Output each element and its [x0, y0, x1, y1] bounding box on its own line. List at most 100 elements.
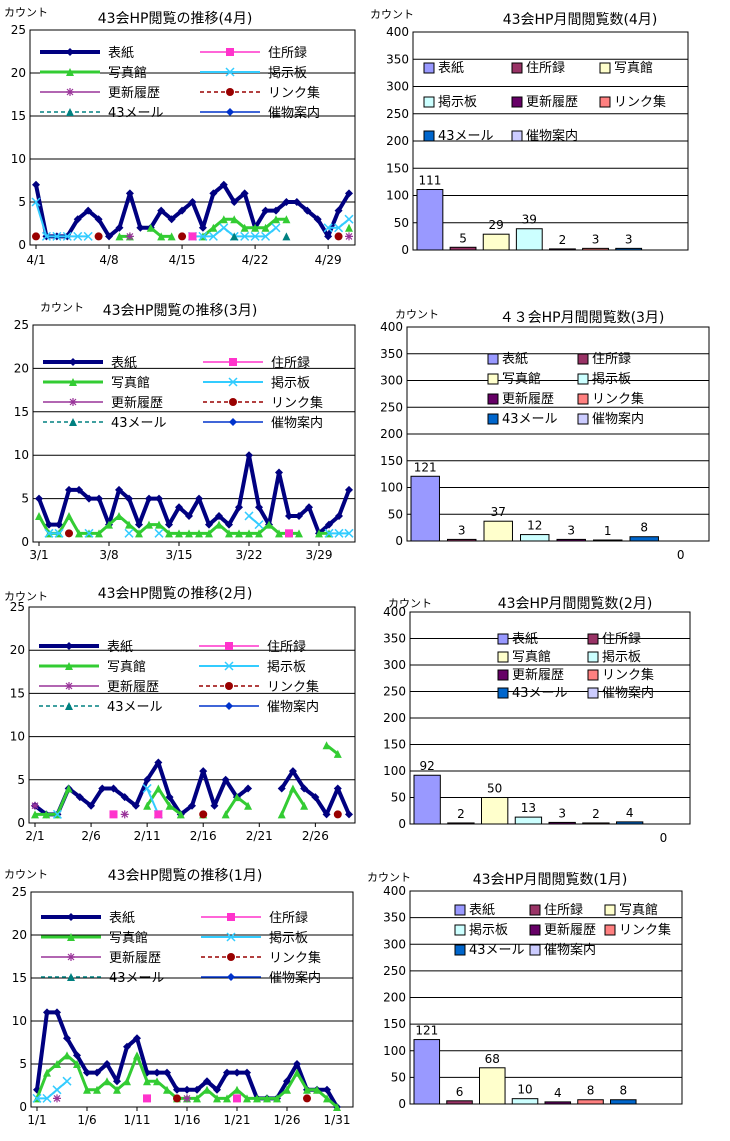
bar — [520, 534, 550, 542]
legend-label: リンク集 — [271, 395, 323, 411]
data-point — [230, 198, 239, 206]
legend-label: リンク集 — [267, 679, 319, 695]
data-point — [65, 529, 73, 538]
data-point — [157, 206, 166, 215]
bar — [549, 248, 576, 251]
legend-marker — [67, 973, 75, 981]
legend-label: 43メール — [438, 129, 494, 144]
data-point — [185, 511, 193, 520]
data-point — [188, 232, 197, 241]
series-掲示板 — [32, 1076, 72, 1103]
y-tick-label: 250 — [383, 964, 406, 978]
x-tick-label: 1/11 — [124, 1113, 151, 1127]
legend: 表紙住所録写真館掲示板更新履歴リンク集43メール催物案内 — [40, 46, 320, 121]
data-point — [263, 1094, 271, 1103]
data-point — [73, 1060, 81, 1068]
data-point — [75, 529, 83, 538]
y-tick-label: 0 — [401, 243, 409, 257]
data-point — [275, 468, 283, 477]
bar — [447, 538, 477, 542]
data-point — [333, 784, 342, 793]
legend-label: 43メール — [469, 943, 525, 958]
data-point — [209, 189, 218, 198]
data-point — [333, 1103, 341, 1111]
series-更新履歴 — [31, 801, 129, 819]
data-point — [221, 775, 230, 784]
data-point — [288, 784, 297, 793]
data-label: 2 — [592, 807, 600, 821]
data-point — [31, 801, 39, 810]
legend-marker — [69, 358, 77, 366]
data-label: 2 — [457, 807, 465, 821]
data-point — [73, 231, 83, 241]
legend-label: 表紙 — [469, 903, 495, 918]
legend: 表紙住所録写真館掲示板更新履歴リンク集43メール催物案内 — [423, 61, 666, 144]
data-point — [203, 1077, 211, 1086]
data-point — [95, 494, 103, 503]
legend-swatch — [487, 393, 499, 405]
data-point — [153, 1077, 161, 1086]
data-point — [230, 232, 239, 241]
legend-label: 住所録 — [268, 46, 307, 61]
data-point — [131, 801, 140, 810]
data-point — [322, 810, 331, 819]
legend-swatch — [587, 687, 599, 699]
legend-marker — [227, 953, 235, 961]
data-point — [273, 1094, 281, 1103]
data-point — [300, 801, 309, 810]
data-point — [344, 214, 354, 224]
x-tick-label: 3/29 — [306, 548, 333, 562]
data-point — [62, 231, 72, 241]
data-point — [225, 520, 233, 529]
legend-label: 掲示板 — [602, 649, 641, 665]
legend: 表紙住所録写真館掲示板更新履歴リンク集43メール催物案内 — [39, 640, 319, 715]
data-point — [43, 1008, 51, 1017]
data-point — [282, 215, 291, 224]
y-tick-label: 150 — [380, 454, 403, 468]
y-tick-label: 400 — [383, 884, 406, 898]
data-point — [213, 1085, 221, 1094]
y-tick-label: 5 — [19, 1057, 27, 1071]
chart-title: 43会HP月間閲覧数(2月) — [498, 595, 653, 612]
legend-marker — [226, 932, 236, 942]
chart-title: 43会HP閲覧の推移(3月) — [103, 302, 258, 319]
data-point — [261, 231, 271, 241]
data-label: 8 — [619, 1084, 627, 1098]
legend-label: リンク集 — [592, 391, 644, 407]
series-リンク集 — [32, 232, 343, 241]
bar — [481, 797, 509, 825]
series-line — [35, 201, 89, 238]
legend-marker — [225, 702, 233, 710]
legend-swatch — [577, 393, 589, 405]
legend-label: 掲示板 — [267, 659, 306, 675]
x-tick-label: 1/6 — [77, 1113, 96, 1127]
data-point — [288, 767, 297, 776]
data-point — [334, 206, 343, 215]
data-point — [125, 189, 134, 198]
data-point — [223, 1094, 231, 1103]
x-tick-label: 3/1 — [29, 548, 48, 562]
x-tick-label: 1/21 — [224, 1113, 251, 1127]
data-point — [322, 741, 331, 750]
data-label: 12 — [527, 519, 542, 533]
data-point — [52, 809, 62, 819]
x-tick-label: 2/21 — [246, 829, 273, 843]
data-point — [315, 529, 323, 538]
legend-marker — [224, 661, 234, 671]
data-point — [115, 223, 124, 232]
y-tick-label: 20 — [12, 928, 27, 942]
legend-swatch — [454, 944, 466, 956]
legend-swatch — [587, 633, 599, 645]
data-point — [255, 503, 263, 512]
data-point — [154, 810, 163, 819]
legend-marker — [65, 662, 73, 670]
y-tick-label: 15 — [10, 686, 25, 700]
data-point — [283, 1085, 291, 1094]
data-point — [243, 1068, 251, 1077]
legend-label: 表紙 — [438, 61, 464, 76]
data-point — [115, 485, 123, 494]
data-point — [283, 1077, 291, 1086]
legend-marker — [228, 377, 238, 387]
legend-marker — [67, 953, 75, 961]
y-axis-label: カウント — [4, 590, 48, 603]
